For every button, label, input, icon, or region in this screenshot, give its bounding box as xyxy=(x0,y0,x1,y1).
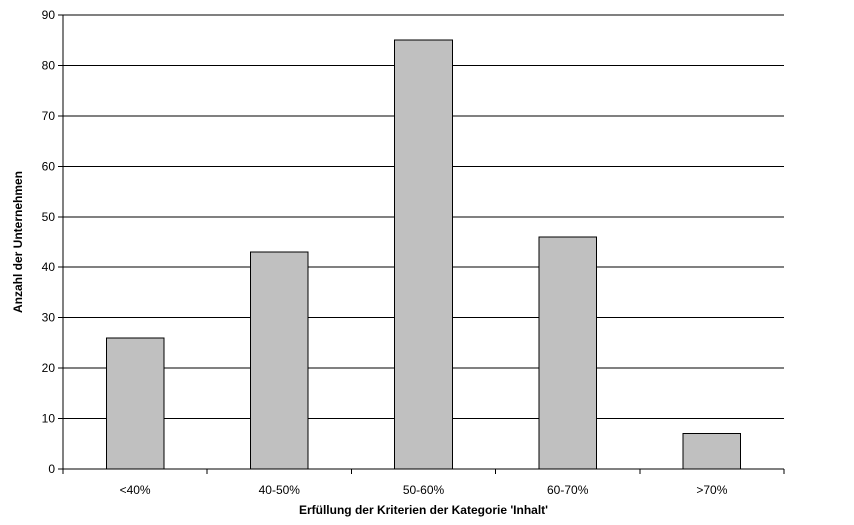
bar xyxy=(682,433,742,470)
x-tick-label: <40% xyxy=(120,483,151,497)
y-tick-label: 70 xyxy=(42,109,56,123)
bar xyxy=(538,236,598,470)
y-tick-label: 80 xyxy=(42,58,56,72)
y-tick-label: 90 xyxy=(42,8,56,22)
x-tick-label: >70% xyxy=(696,483,727,497)
y-tick-label: 20 xyxy=(42,361,56,375)
bar xyxy=(394,39,453,470)
y-tick-labels: 0 10 20 30 40 50 60 70 80 90 xyxy=(42,8,56,476)
bar xyxy=(249,251,309,470)
x-tick-labels: <40% 40-50% 50-60% 60-70% >70% xyxy=(120,483,728,497)
y-tick-label: 50 xyxy=(42,210,56,224)
axes xyxy=(58,14,785,474)
x-tick-label: 50-60% xyxy=(403,483,445,497)
y-tick-label: 10 xyxy=(42,412,56,426)
y-tick-label: 40 xyxy=(42,260,56,274)
y-tick-label: 30 xyxy=(42,311,56,325)
x-tick-label: 60-70% xyxy=(547,483,589,497)
y-tick-label: 0 xyxy=(48,462,55,476)
bars xyxy=(105,39,742,470)
x-axis-title: Erfüllung der Kriterien der Kategorie 'I… xyxy=(299,503,548,517)
bar xyxy=(105,337,165,470)
y-tick-label: 60 xyxy=(42,159,56,173)
x-tick-label: 40-50% xyxy=(259,483,301,497)
y-axis-title: Anzahl der Unternehmen xyxy=(11,171,25,313)
